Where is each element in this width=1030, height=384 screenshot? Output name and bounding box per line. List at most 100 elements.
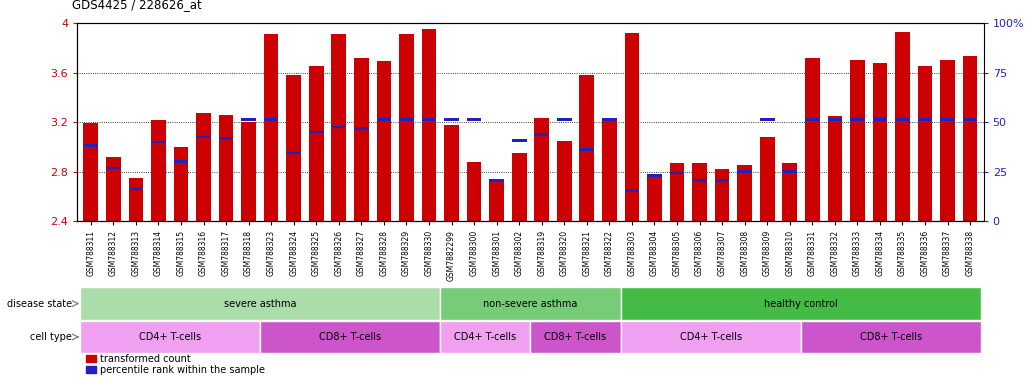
Bar: [621, 321, 801, 353]
Bar: [151, 141, 166, 143]
Bar: [399, 118, 414, 121]
Bar: [827, 118, 843, 121]
Bar: [670, 163, 684, 221]
Bar: [309, 131, 323, 133]
Bar: [783, 163, 797, 221]
Bar: [530, 321, 621, 353]
Bar: [196, 136, 211, 138]
Bar: [129, 188, 143, 190]
Bar: [557, 118, 572, 121]
Bar: [737, 170, 752, 173]
Text: CD8+ T-cells: CD8+ T-cells: [545, 332, 607, 342]
Bar: [286, 152, 301, 154]
Bar: [872, 63, 887, 221]
Bar: [624, 189, 640, 192]
Bar: [872, 118, 887, 121]
Bar: [241, 122, 255, 221]
Text: CD4+ T-cells: CD4+ T-cells: [139, 332, 201, 342]
Text: GDS4425 / 228626_at: GDS4425 / 228626_at: [72, 0, 202, 12]
Bar: [940, 60, 955, 221]
Bar: [79, 321, 260, 353]
Bar: [801, 321, 982, 353]
Bar: [444, 118, 458, 121]
Bar: [260, 321, 440, 353]
Bar: [354, 127, 369, 130]
Text: healthy control: healthy control: [764, 298, 837, 309]
Text: CD4+ T-cells: CD4+ T-cells: [680, 332, 742, 342]
Bar: [264, 34, 278, 221]
Bar: [332, 126, 346, 128]
Bar: [535, 133, 549, 136]
Bar: [174, 161, 188, 163]
Bar: [196, 113, 211, 221]
Bar: [895, 118, 909, 121]
Bar: [444, 124, 458, 221]
Bar: [512, 139, 526, 142]
Bar: [218, 115, 234, 221]
Bar: [218, 137, 234, 139]
Text: CD8+ T-cells: CD8+ T-cells: [860, 332, 922, 342]
Bar: [332, 34, 346, 221]
Bar: [603, 120, 617, 221]
Bar: [918, 118, 932, 121]
Bar: [106, 167, 121, 169]
Bar: [354, 58, 369, 221]
Bar: [264, 118, 278, 121]
Bar: [83, 123, 98, 221]
Text: disease state: disease state: [7, 298, 72, 309]
Bar: [580, 148, 594, 151]
Bar: [737, 166, 752, 221]
Bar: [940, 118, 955, 121]
Bar: [918, 66, 932, 221]
Bar: [692, 163, 707, 221]
Text: CD4+ T-cells: CD4+ T-cells: [454, 332, 516, 342]
Bar: [440, 321, 530, 353]
Bar: [129, 178, 143, 221]
Bar: [963, 118, 977, 121]
Bar: [79, 287, 440, 320]
Text: non-severe asthma: non-severe asthma: [483, 298, 578, 309]
Bar: [535, 118, 549, 221]
Bar: [603, 118, 617, 121]
Bar: [624, 33, 640, 221]
Bar: [580, 75, 594, 221]
Bar: [440, 287, 621, 320]
Bar: [83, 144, 98, 147]
Bar: [377, 61, 391, 221]
Bar: [850, 118, 865, 121]
Bar: [174, 147, 188, 221]
Bar: [377, 118, 391, 121]
Bar: [760, 137, 775, 221]
Bar: [760, 118, 775, 121]
Bar: [963, 56, 977, 221]
Bar: [421, 118, 437, 121]
Bar: [489, 179, 504, 182]
Bar: [309, 66, 323, 221]
Bar: [805, 58, 820, 221]
Bar: [557, 141, 572, 221]
Bar: [783, 170, 797, 173]
Text: CD8+ T-cells: CD8+ T-cells: [319, 332, 381, 342]
Bar: [715, 179, 729, 182]
Legend: transformed count, percentile rank within the sample: transformed count, percentile rank withi…: [82, 350, 269, 379]
Bar: [286, 75, 301, 221]
Bar: [692, 179, 707, 182]
Bar: [106, 157, 121, 221]
Text: cell type: cell type: [30, 332, 72, 342]
Bar: [670, 172, 684, 174]
Bar: [151, 120, 166, 221]
Bar: [647, 174, 662, 221]
Bar: [647, 174, 662, 177]
Bar: [895, 32, 909, 221]
Bar: [512, 153, 526, 221]
Bar: [805, 118, 820, 121]
Bar: [715, 169, 729, 221]
Bar: [421, 29, 437, 221]
Text: severe asthma: severe asthma: [224, 298, 297, 309]
Bar: [621, 287, 982, 320]
Bar: [827, 116, 843, 221]
Bar: [850, 60, 865, 221]
Bar: [467, 162, 481, 221]
Bar: [489, 180, 504, 221]
Bar: [241, 118, 255, 121]
